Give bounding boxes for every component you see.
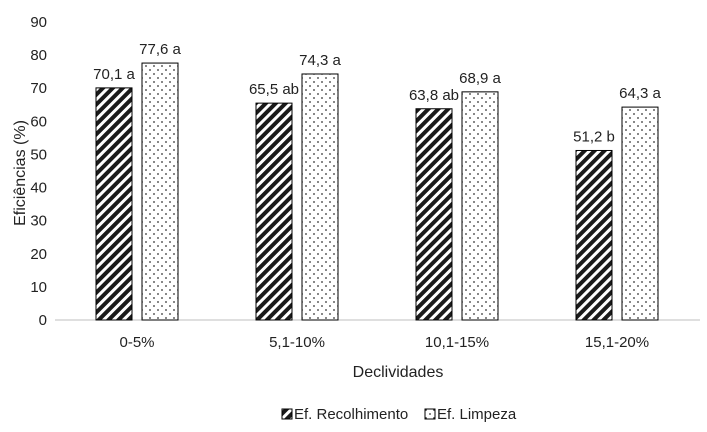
y-axis-ticks: 0 10 20 30 40 50 60 70 80 90 <box>30 14 47 329</box>
y-tick-label: 0 <box>39 312 47 329</box>
bar-recolhimento <box>575 149 613 321</box>
data-label: 65,5 ab <box>249 81 299 98</box>
legend: Ef. Recolhimento Ef. Limpeza <box>281 406 517 423</box>
y-axis-label: Eficiências (%) <box>12 120 29 226</box>
x-axis-ticks: 0-5% 5,1-10% 10,1-15% 15,1-20% <box>119 334 649 351</box>
data-label: 70,1 a <box>93 66 135 83</box>
bar-recolhimento <box>255 102 293 321</box>
bar-limpeza <box>461 91 499 321</box>
y-tick-label: 60 <box>30 113 47 130</box>
x-tick-label: 15,1-20% <box>585 334 649 351</box>
bar-limpeza <box>301 73 339 321</box>
y-tick-label: 70 <box>30 80 47 97</box>
legend-swatch <box>281 408 293 420</box>
y-tick-label: 20 <box>30 246 47 263</box>
legend-entry: Ef. Recolhimento <box>294 406 408 423</box>
y-tick-label: 80 <box>30 47 47 64</box>
data-label: 64,3 a <box>619 85 661 102</box>
bar-recolhimento <box>415 108 453 321</box>
legend-entry: Ef. Limpeza <box>437 406 517 423</box>
data-label: 74,3 a <box>299 52 341 69</box>
legend-swatch <box>424 408 436 420</box>
x-tick-label: 10,1-15% <box>425 334 489 351</box>
data-label: 77,6 a <box>139 41 181 58</box>
bar-limpeza <box>621 106 659 321</box>
y-tick-label: 40 <box>30 180 47 197</box>
y-tick-label: 30 <box>30 213 47 230</box>
y-tick-label: 50 <box>30 146 47 163</box>
x-axis-label: Declividades <box>353 364 444 381</box>
x-tick-label: 0-5% <box>119 334 154 351</box>
y-tick-label: 90 <box>30 14 47 31</box>
bar-limpeza <box>141 62 179 321</box>
x-tick-label: 5,1-10% <box>269 334 325 351</box>
bar-recolhimento <box>95 87 133 321</box>
data-label: 51,2 b <box>573 128 615 145</box>
y-tick-label: 10 <box>30 279 47 296</box>
data-label: 63,8 ab <box>409 87 459 104</box>
bars <box>95 62 659 321</box>
data-label: 68,9 a <box>459 70 501 87</box>
